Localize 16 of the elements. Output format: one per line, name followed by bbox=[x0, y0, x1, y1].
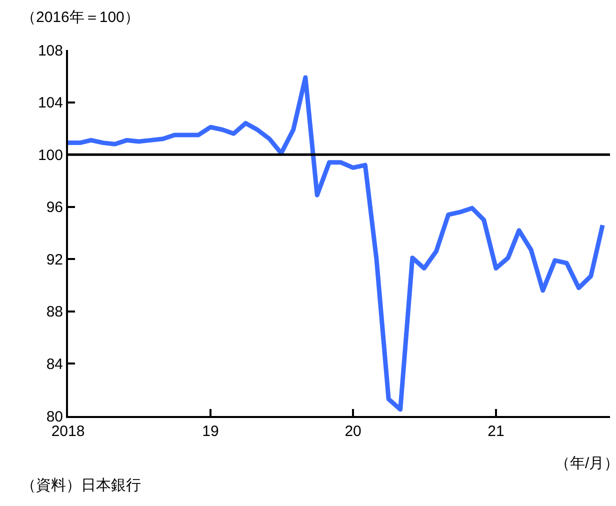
x-axis-title: （年/月） bbox=[555, 455, 616, 472]
y-tick-label: 108 bbox=[38, 42, 63, 60]
y-tick-label: 96 bbox=[46, 199, 63, 216]
x-tick-label: 21 bbox=[488, 423, 504, 440]
y-tick-label: 92 bbox=[46, 251, 63, 268]
y-tick-label: 100 bbox=[38, 146, 63, 164]
y-tick-label: 80 bbox=[46, 408, 63, 426]
y-tick-label: 84 bbox=[46, 356, 63, 373]
line-series bbox=[68, 75, 605, 412]
y-axis-title: （2016年＝100） bbox=[21, 9, 140, 26]
text: （資料）日本銀行 bbox=[21, 477, 141, 494]
x-tick-label: 20 bbox=[344, 423, 362, 440]
x-tick-label: 2018 bbox=[51, 423, 85, 440]
y-tick-label: 104 bbox=[38, 94, 63, 112]
x-tick-label: 19 bbox=[202, 423, 219, 440]
y-tick-label: 88 bbox=[46, 304, 63, 321]
